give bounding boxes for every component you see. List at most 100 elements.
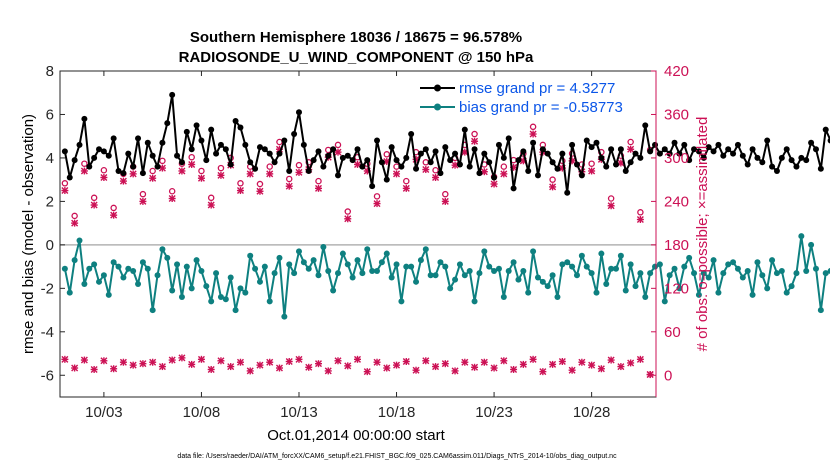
rmse-point: [256, 144, 263, 151]
obs-assimilated-marker: [119, 358, 127, 366]
x-tick-label: 10/18: [378, 404, 416, 421]
bias-point: [393, 261, 400, 268]
obs-possible-marker: [500, 163, 508, 170]
bias-point: [822, 270, 829, 277]
obs-assimilated-marker: [393, 170, 401, 178]
bias-point: [588, 270, 595, 277]
rmse-point: [569, 141, 576, 148]
bias-point: [656, 261, 663, 268]
obs-possible-marker: [256, 180, 264, 188]
rmse-point: [520, 148, 527, 155]
obs-assimilated-marker: [217, 171, 225, 179]
rmse-point: [130, 163, 137, 170]
obs-assimilated-marker: [314, 360, 322, 368]
obs-assimilated-marker: [207, 365, 215, 373]
obs-possible-marker: [432, 166, 439, 174]
chart-subtitle: RADIOSONDE_U_WIND_COMPONENT @ 150 hPa: [179, 49, 534, 66]
bias-point: [593, 289, 600, 296]
rmse-point: [486, 159, 493, 166]
obs-assimilated-marker: [110, 211, 118, 219]
bias-point: [637, 270, 644, 277]
y-right-tick-label: 300: [664, 150, 689, 167]
rmse-point: [174, 152, 181, 159]
rmse-point: [495, 141, 502, 148]
obs-assimilated-marker: [549, 183, 557, 191]
rmse-point: [408, 131, 415, 138]
rmse-point: [686, 157, 693, 164]
bias-point: [339, 250, 346, 257]
bias-point: [495, 265, 502, 272]
bias-point: [471, 298, 478, 305]
obs-assimilated-marker: [80, 167, 88, 175]
rmse-point: [769, 163, 776, 170]
rmse-point: [725, 146, 732, 153]
bias-point: [295, 248, 302, 255]
obs-assimilated-marker: [627, 145, 635, 153]
bias-point: [203, 283, 210, 290]
obs-assimilated-marker: [558, 358, 566, 366]
obs-possible-marker: [471, 130, 478, 138]
obs-assimilated-marker: [149, 174, 157, 182]
rmse-point: [247, 159, 254, 166]
bias-point: [749, 291, 756, 298]
bias-point: [710, 257, 717, 264]
obs-assimilated-marker: [188, 360, 196, 368]
obs-assimilated-marker: [588, 167, 596, 175]
bias-point: [666, 272, 673, 279]
rmse-point: [549, 159, 556, 166]
obs-assimilated-marker: [422, 166, 430, 174]
obs-assimilated-marker: [100, 357, 108, 365]
bias-point: [466, 267, 473, 274]
y-tick-label: 4: [46, 150, 54, 167]
obs-assimilated-marker: [471, 137, 479, 145]
rmse-point: [310, 157, 317, 164]
bias-point: [515, 276, 522, 283]
obs-assimilated-marker: [607, 356, 615, 364]
bias-point: [598, 250, 605, 257]
bias-point: [520, 267, 527, 274]
rmse-point: [149, 152, 156, 159]
obs-assimilated-marker: [373, 358, 381, 366]
bias-point: [573, 272, 580, 279]
rmse-point: [81, 115, 88, 122]
rmse-point: [198, 137, 205, 144]
bias-point: [720, 270, 727, 277]
obs-assimilated-marker: [149, 358, 157, 366]
obs-assimilated-marker: [636, 216, 644, 224]
obs-assimilated-marker: [236, 358, 244, 366]
obs-assimilated-marker: [197, 355, 205, 363]
obs-assimilated-marker: [129, 361, 137, 369]
bias-point: [96, 278, 103, 285]
y-right-tick-label: 0: [664, 367, 672, 384]
rmse-point: [773, 167, 780, 174]
obs-assimilated-marker: [168, 195, 176, 203]
obs-assimilated-marker: [480, 168, 488, 176]
rmse-point: [164, 120, 171, 127]
rmse-point: [359, 163, 366, 170]
rmse-point: [232, 117, 239, 124]
rmse-point: [593, 139, 600, 146]
bias-point: [739, 274, 746, 281]
rmse-point: [603, 163, 610, 170]
obs-possible-marker: [207, 194, 215, 202]
rmse-point: [642, 122, 649, 129]
bias-point: [110, 259, 117, 266]
obs-possible-marker: [188, 153, 195, 161]
bias-point: [608, 265, 615, 272]
bias-point: [105, 291, 112, 298]
rmse-point: [388, 144, 395, 151]
obs-assimilated-marker: [139, 360, 147, 368]
y-tick-label: -6: [41, 367, 54, 384]
bias-point: [505, 267, 512, 274]
obs-assimilated-marker: [188, 160, 196, 168]
bias-point: [178, 294, 185, 301]
rmse-point: [105, 152, 112, 159]
bias-point: [81, 280, 88, 287]
bias-point: [320, 244, 327, 251]
bias-point: [388, 274, 395, 281]
bias-point: [510, 259, 517, 266]
obs-assimilated-marker: [90, 365, 98, 373]
obs-assimilated-marker: [314, 184, 322, 192]
bias-point: [500, 294, 507, 301]
rmse-point: [271, 159, 278, 166]
